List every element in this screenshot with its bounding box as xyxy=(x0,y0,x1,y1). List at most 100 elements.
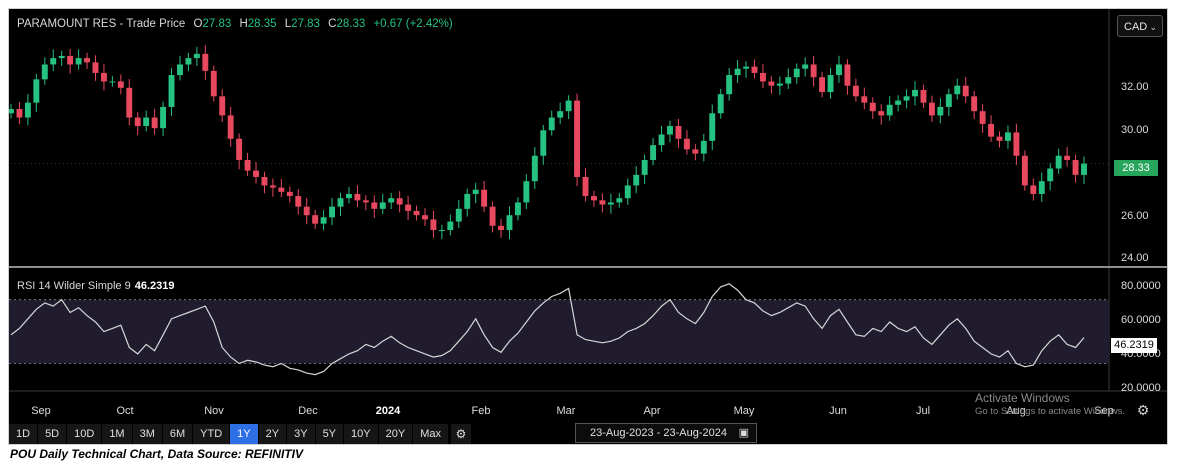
x-tick: Jun xyxy=(829,405,847,417)
price-tick: 32.00 xyxy=(1121,81,1149,93)
candle-body xyxy=(67,55,74,65)
candle-body xyxy=(574,100,581,177)
candle-body xyxy=(278,187,285,192)
candle-body xyxy=(641,159,648,175)
candle-body xyxy=(954,85,961,95)
x-tick: Dec xyxy=(298,405,318,417)
x-tick: Mar xyxy=(556,405,576,417)
currency-select[interactable]: CAD ⌄ xyxy=(1117,15,1163,37)
close-value: 28.33 xyxy=(336,18,366,30)
rsi-band-fill xyxy=(9,299,1109,364)
gear-icon[interactable]: ⚙ xyxy=(1136,402,1150,418)
candle-body xyxy=(650,145,657,160)
candle-body xyxy=(1005,132,1011,141)
candle-body xyxy=(759,72,766,82)
date-range-picker[interactable]: 23-Aug-2023 - 23-Aug-2024 ▣ xyxy=(575,423,757,443)
timeframe-20y-button[interactable]: 20Y xyxy=(378,424,413,444)
watermark-title: Activate Windows xyxy=(975,391,1070,405)
price-tick: 26.00 xyxy=(1121,210,1149,222)
chart-caption: POU Daily Technical Chart, Data Source: … xyxy=(10,447,303,461)
x-tick: Aug xyxy=(1006,405,1026,417)
candle-body xyxy=(658,134,665,146)
candle-body xyxy=(168,75,175,107)
candle-body xyxy=(100,72,107,82)
timeframe-2y-button[interactable]: 2Y xyxy=(258,424,287,444)
candle-body xyxy=(75,58,82,65)
candle-body xyxy=(1038,181,1045,194)
close-label: C xyxy=(328,18,337,30)
candle-body xyxy=(489,206,496,226)
calendar-icon[interactable]: ▣ xyxy=(738,427,749,439)
candle-body xyxy=(422,215,428,220)
candle-body xyxy=(667,126,673,135)
candle-body xyxy=(869,102,876,112)
candle-body xyxy=(244,159,251,171)
x-tick: Sep xyxy=(31,405,51,417)
high-value: 28.35 xyxy=(247,18,277,30)
timeframe-10y-button[interactable]: 10Y xyxy=(344,424,378,444)
candle-body xyxy=(599,200,606,205)
x-tick: Jul xyxy=(915,405,931,417)
timeframe-1y-button[interactable]: 1Y xyxy=(230,424,258,444)
header-separator: - xyxy=(119,18,124,30)
candle-body xyxy=(920,89,927,103)
activate-windows-watermark: Activate Windows Go to Settings to activ… xyxy=(975,391,1125,419)
timeframe-6m-button[interactable]: 6M xyxy=(162,424,193,444)
candle-body xyxy=(126,87,133,118)
timeframe-5y-button[interactable]: 5Y xyxy=(315,424,344,444)
candle-body xyxy=(1081,163,1087,175)
candle-body xyxy=(362,200,369,203)
candle-body xyxy=(836,64,842,76)
candle-body xyxy=(472,189,479,194)
candle-body xyxy=(134,117,141,127)
candle-body xyxy=(945,94,952,107)
timeframe-settings-gear-icon[interactable]: ⚙ xyxy=(450,424,471,444)
candle-body xyxy=(768,81,775,86)
candle-body xyxy=(895,100,902,105)
candle-body xyxy=(261,176,268,186)
candle-body xyxy=(16,109,23,118)
candle-body xyxy=(185,58,192,65)
timeframe-toolbar: 1D 5D 10D 1M 3M 6M YTD 1Y 2Y 3Y 5Y 10Y 2… xyxy=(9,423,471,445)
candle-body xyxy=(785,77,792,84)
candle-body xyxy=(827,75,834,93)
candle-body xyxy=(514,202,521,216)
candle-body xyxy=(531,155,538,182)
low-label: L xyxy=(284,18,292,30)
currency-value: CAD xyxy=(1124,21,1148,33)
candle-body xyxy=(455,208,462,222)
candle-body xyxy=(58,55,65,59)
candle-body xyxy=(286,191,293,197)
low-value: 27.83 xyxy=(291,18,320,30)
candle-body xyxy=(320,217,327,224)
candle-body xyxy=(633,174,640,186)
x-tick: Apr xyxy=(643,405,661,417)
candle-body xyxy=(937,106,944,116)
timeframe-5d-button[interactable]: 5D xyxy=(38,424,67,444)
candle-body xyxy=(1030,185,1037,194)
timeframe-1m-button[interactable]: 1M xyxy=(102,424,132,444)
timeframe-3m-button[interactable]: 3M xyxy=(132,424,162,444)
rsi-line xyxy=(10,283,1085,376)
candle-body xyxy=(498,225,504,231)
candle-body xyxy=(236,138,243,160)
candle-body xyxy=(1055,155,1062,169)
chart-background xyxy=(9,9,1167,444)
x-tick-year: 2024 xyxy=(375,405,401,417)
candle-body xyxy=(151,117,158,129)
candle-body xyxy=(616,198,623,203)
candle-body xyxy=(177,64,183,76)
timeframe-ytd-button[interactable]: YTD xyxy=(193,424,230,444)
timeframe-max-button[interactable]: Max xyxy=(413,424,448,444)
candle-body xyxy=(464,193,471,209)
timeframe-1d-button[interactable]: 1D xyxy=(9,424,38,444)
timeframe-10d-button[interactable]: 10D xyxy=(67,424,102,444)
watermark-subtitle: Go to Settings to activate Windows. xyxy=(975,406,1125,417)
chart-canvas[interactable] xyxy=(9,9,1167,444)
candle-body xyxy=(523,181,530,203)
candle-body xyxy=(793,68,800,78)
candle-body xyxy=(996,136,1003,141)
timeframe-3y-button[interactable]: 3Y xyxy=(287,424,315,444)
rsi-value: 46.2319 xyxy=(134,280,175,292)
rsi-overbought-oversold-band xyxy=(9,299,1109,364)
